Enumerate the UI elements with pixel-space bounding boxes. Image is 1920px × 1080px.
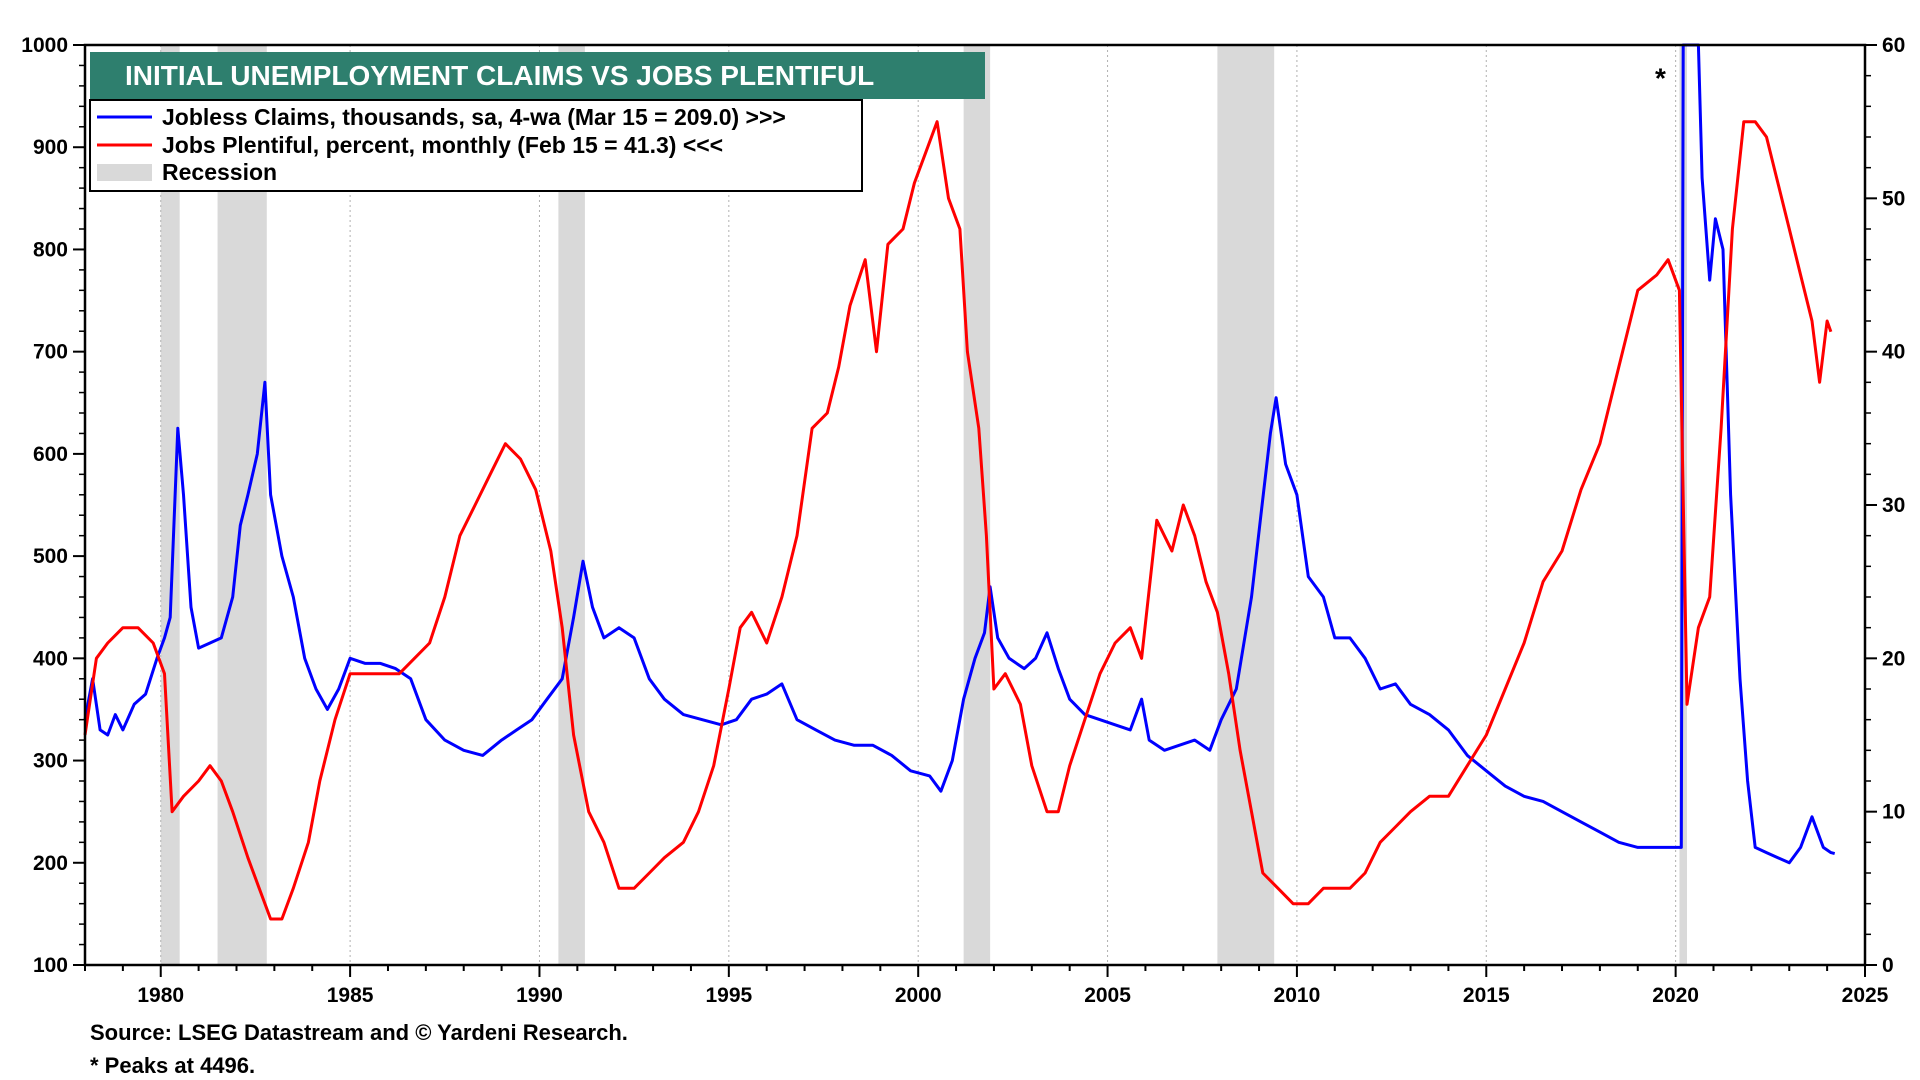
legend: Jobless Claims, thousands, sa, 4-wa (Mar…: [89, 99, 863, 192]
y-right-tick-label-0: 0: [1882, 954, 1894, 977]
x-tick-label-2000: 2000: [895, 984, 942, 1007]
series-line-jobless-claims: [83, 43, 1836, 865]
y-left-tick-label-500: 500: [33, 545, 68, 568]
x-tick-label-1995: 1995: [705, 984, 752, 1007]
peak-footnote: * Peaks at 4496.: [90, 1053, 255, 1078]
x-tick-label-2005: 2005: [1084, 984, 1131, 1007]
legend-label-jobless-claims: Jobless Claims, thousands, sa, 4-wa (Mar…: [162, 104, 786, 130]
recession-band-1: [217, 45, 267, 965]
x-tick-label-1985: 1985: [327, 984, 374, 1007]
y-left-tick-label-600: 600: [33, 443, 68, 466]
y-right-tick-label-30: 30: [1882, 494, 1905, 517]
legend-box: [89, 99, 863, 192]
y-left-tick-label-100: 100: [33, 954, 68, 977]
title-banner: [90, 52, 985, 99]
x-tick-label-2015: 2015: [1463, 984, 1510, 1007]
annotations: *: [1655, 63, 1666, 94]
y-right-tick-label-10: 10: [1882, 801, 1905, 824]
y-right-tick-label-60: 60: [1882, 34, 1905, 57]
y-left-tick-label-300: 300: [33, 750, 68, 773]
recession-band-0: [160, 45, 180, 965]
series-lines: [83, 43, 1836, 921]
recession-band-4: [1217, 45, 1275, 965]
x-tick-label-1990: 1990: [516, 984, 563, 1007]
y-left-tick-label-700: 700: [33, 341, 68, 364]
annotation-asterisk: *: [1655, 63, 1666, 94]
chart-title: INITIAL UNEMPLOYMENT CLAIMS VS JOBS PLEN…: [125, 60, 874, 91]
axes: 1980 1985 1990 1995 2000 2005 2010 2015 2020 2025…: [21, 34, 1905, 1007]
recession-bands: [160, 45, 1687, 965]
y-left-tick-label-200: 200: [33, 852, 68, 875]
legend-label-recession: Recession: [162, 159, 277, 185]
recession-band-3: [963, 45, 991, 965]
x-tick-label-2025: 2025: [1842, 984, 1889, 1007]
y-right-tick-label-50: 50: [1882, 187, 1905, 210]
y-left-tick-label-900: 900: [33, 136, 68, 159]
y-right-tick-label-20: 20: [1882, 647, 1905, 670]
y-left-tick-label-400: 400: [33, 647, 68, 670]
y-left-tick-label-800: 800: [33, 238, 68, 261]
legend-label-jobs-plentiful: Jobs Plentiful, percent, monthly (Feb 15…: [162, 132, 723, 158]
x-tick-label-2010: 2010: [1274, 984, 1321, 1007]
x-tick-label-1980: 1980: [137, 984, 184, 1007]
source-note: Source: LSEG Datastream and © Yardeni Re…: [90, 1020, 628, 1045]
y-left-tick-label-1000: 1000: [21, 34, 68, 57]
y-right-tick-label-40: 40: [1882, 341, 1905, 364]
series-line-jobs-plentiful: [83, 120, 1833, 921]
x-tick-label-2020: 2020: [1652, 984, 1699, 1007]
recession-band-2: [558, 45, 585, 965]
legend-swatch-recession: [97, 164, 152, 181]
